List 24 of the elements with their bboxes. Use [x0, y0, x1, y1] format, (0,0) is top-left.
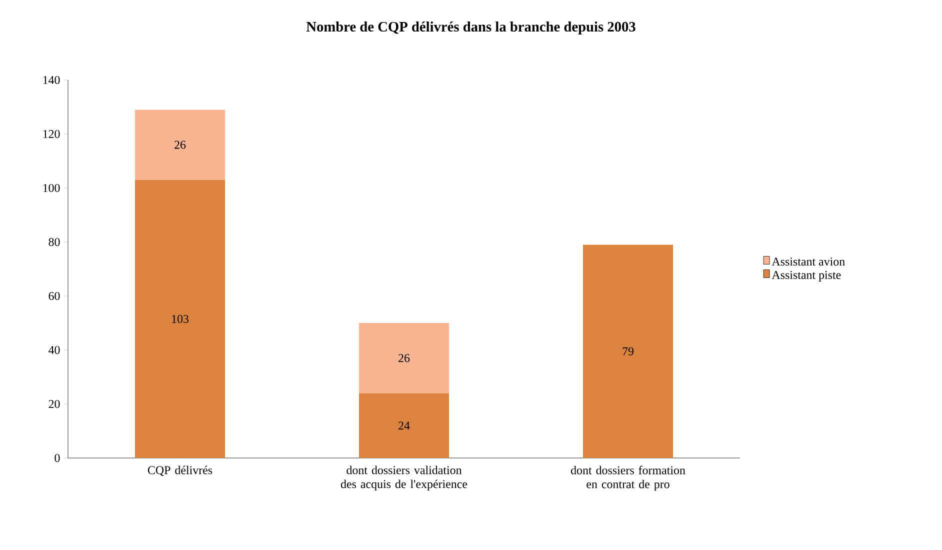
data-label: 79 [622, 347, 634, 356]
legend-label: Assistant avion [772, 258, 845, 266]
bar [583, 244, 674, 458]
x-tick-label: dont dossiers validation des acquis de l'expérience [340, 466, 468, 491]
y-tick-label: 0 [54, 454, 60, 462]
chart-title: Nombre de CQP délivrés dans la branche depuis 2003 [306, 21, 636, 34]
bar [135, 180, 225, 458]
y-tick-label: 40 [48, 346, 60, 354]
data-label: 26 [398, 354, 410, 362]
x-tick-label: CQP délivrés [148, 466, 212, 476]
y-tick-label: 60 [48, 292, 60, 300]
y-tick-label: 120 [43, 130, 60, 138]
x-tick-label: dont dossiers formation en contrat de pro [571, 466, 686, 491]
y-tick-label: 80 [48, 238, 60, 246]
legend-label: Assistant piste [772, 270, 841, 282]
data-label: 26 [174, 140, 186, 149]
data-label: 103 [172, 314, 189, 323]
y-tick-label: 100 [43, 184, 60, 192]
bar [135, 110, 225, 180]
y-tick-label: 140 [43, 76, 60, 84]
data-label: 24 [398, 422, 410, 430]
bar [359, 322, 450, 394]
y-tick-label: 20 [48, 400, 60, 408]
bar [359, 393, 450, 458]
